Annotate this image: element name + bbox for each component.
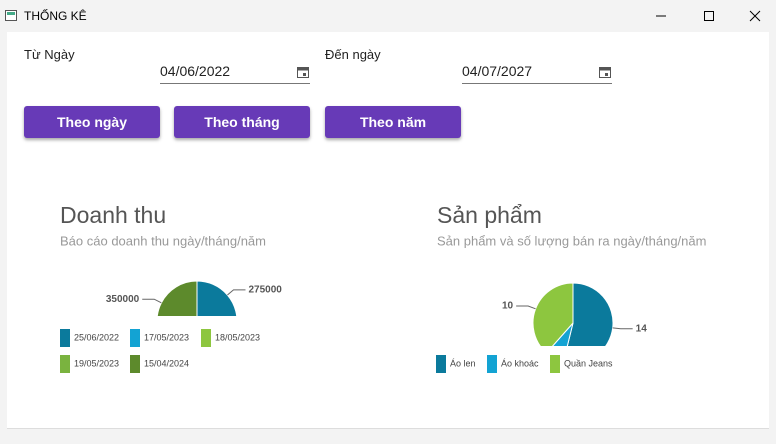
to-date[interactable]: 04/07/2027 [462,63,612,84]
window-title: THỐNG KÊ [24,9,87,23]
chart-title: Sản phẩm [437,202,542,228]
legend-label: Áo len [450,358,476,368]
legend-label: Quần Jeans [564,358,613,368]
pie-slice [551,322,574,346]
slice-label: 10 [502,301,514,312]
legend-label: 25/06/2022 [74,332,119,342]
chart-subtitle: Báo cáo doanh thu ngày/tháng/năm [60,233,266,248]
slice-label: 350000 [106,294,140,305]
from-label: Từ Ngày [24,47,75,62]
leader-line [612,327,633,330]
legend-label: Áo khoác [501,358,539,368]
calendar-icon[interactable] [296,65,310,79]
legend-swatch [60,355,70,373]
legend-label: 15/04/2024 [144,358,189,368]
legend-swatch [130,355,140,373]
pie-slice [532,282,574,346]
slice-label: 275000 [248,284,282,295]
month-button[interactable]: Theo tháng [174,106,310,138]
leader-line [227,289,246,296]
pie-slice [566,282,614,346]
maximize[interactable] [704,11,714,21]
app-icon [5,10,17,21]
to-label: Đến ngày [325,47,381,62]
chart-title: Doanh thu [60,202,166,228]
legend-swatch [550,355,560,373]
legend-label: 18/05/2023 [215,332,260,342]
leader-line [142,298,162,304]
to-value: 04/07/2027 [462,63,533,79]
chart-subtitle: Sản phẩm và số lượng bán ra ngày/tháng/n… [437,233,706,248]
calendar-icon[interactable] [598,65,612,79]
day-button[interactable]: Theo ngày [24,106,160,138]
legend-swatch [487,355,497,373]
year-button[interactable]: Theo năm [325,106,461,138]
legend-label: 17/05/2023 [144,332,189,342]
legend-swatch [436,355,446,373]
close[interactable] [749,10,761,22]
title-bar: THỐNG KÊ [0,0,776,32]
window-controls[interactable] [650,6,770,26]
slice-label: 150000 [227,361,261,372]
legend-label: 19/05/2023 [74,358,119,368]
slice-label: 14 [636,323,648,334]
pie-slice [156,280,198,316]
pie-slice [196,280,238,316]
legend-swatch [130,329,140,347]
leader-line [516,305,536,310]
legend-swatch [201,329,211,347]
from-date[interactable]: 04/06/2022 [160,63,310,84]
leader-line [209,359,223,367]
legend-swatch [60,329,70,347]
from-value: 04/06/2022 [160,63,231,79]
